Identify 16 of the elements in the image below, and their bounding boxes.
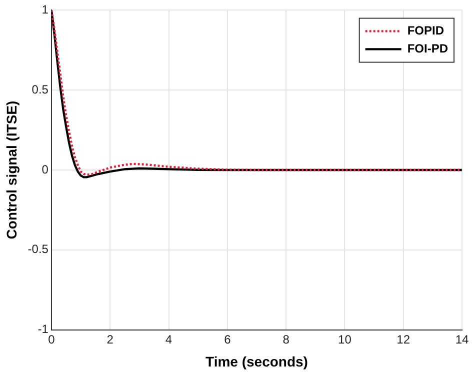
- x-tick-label: 6: [224, 332, 232, 346]
- y-tick-label: -1: [38, 322, 49, 336]
- x-axis-title: Time (seconds): [206, 353, 308, 370]
- x-tick-label: 2: [106, 332, 114, 346]
- x-tick-label: 4: [165, 332, 172, 346]
- x-tick-label: 10: [338, 332, 352, 346]
- x-tick-label: 14: [455, 332, 469, 346]
- legend-label: FOPID: [407, 24, 444, 38]
- x-tick-label: 12: [396, 332, 410, 346]
- y-tick-label: -0.5: [28, 242, 49, 256]
- legend-label: FOI-PD: [407, 42, 448, 56]
- y-tick-label: 1: [42, 2, 49, 17]
- y-axis-title: Control signal (ITSE): [3, 100, 20, 240]
- y-tick-label: 0: [42, 162, 49, 176]
- x-tick-label: 8: [282, 332, 290, 346]
- y-tick-label: 0.5: [32, 82, 49, 96]
